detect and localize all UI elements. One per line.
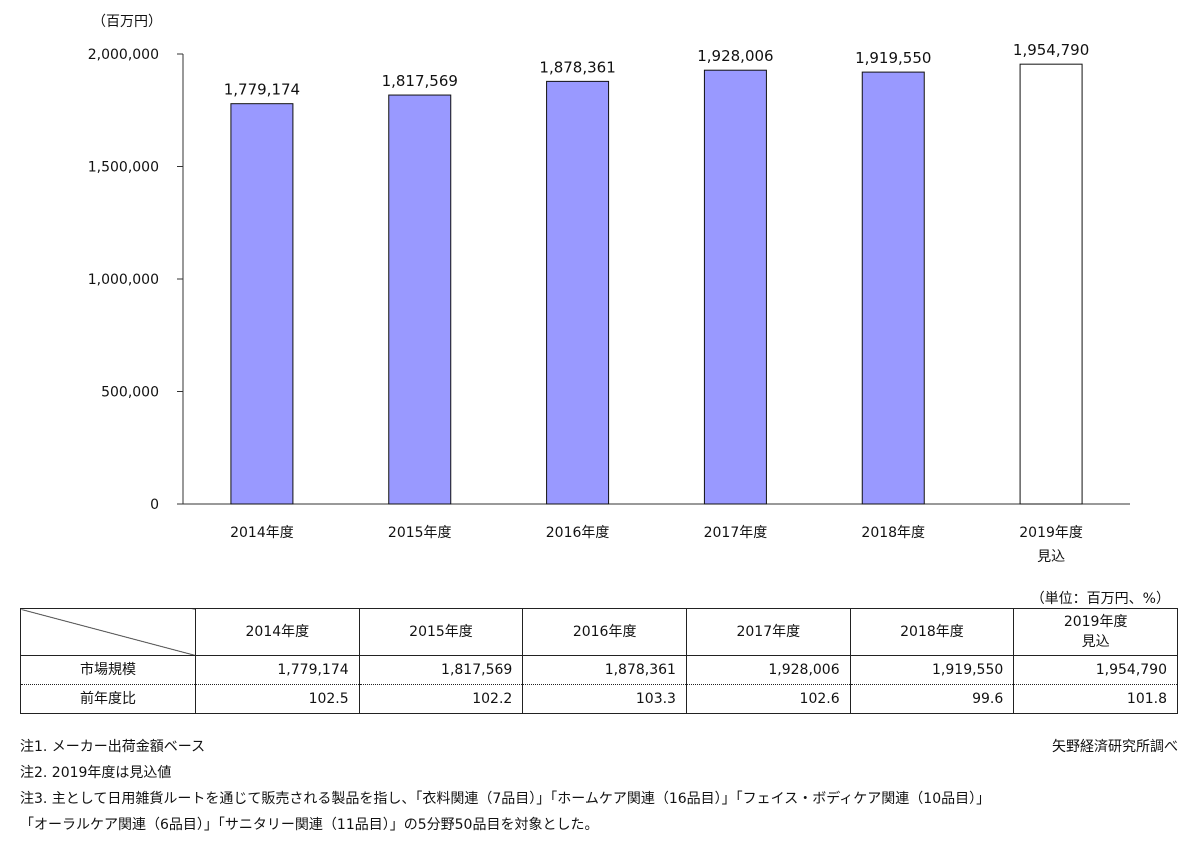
table-column-header: 2019年度 見込 <box>1013 608 1178 656</box>
table-cell: 1,928,006 <box>685 655 851 685</box>
table-row-label: 前年度比 <box>20 684 196 714</box>
y-tick-label: 1,500,000 <box>88 160 159 176</box>
chart-axes: 0 500,000 1,000,000 1,500,000 2,000,000 <box>88 47 1130 513</box>
footnote-2: 注2. 2019年度は見込値 <box>20 765 172 781</box>
table-cell: 1,779,174 <box>195 655 360 685</box>
table-column-header: 2015年度 <box>358 608 524 656</box>
table-cell: 1,954,790 <box>1013 655 1178 685</box>
table-cell: 102.2 <box>358 684 524 714</box>
x-tick-label: 2015年度 <box>388 525 452 541</box>
y-tick-label: 2,000,000 <box>88 47 159 63</box>
bar <box>1019 63 1083 505</box>
table-body: 市場規模 1,779,174 1,817,569 1,878,361 1,928,006… <box>20 655 1178 714</box>
bar <box>861 71 925 505</box>
table-column-header: 2016年度 <box>522 608 687 656</box>
bar-chart: （百万円） 0 500,000 1,000,000 1,500,000 2,000,00… <box>88 14 1130 565</box>
bar <box>703 69 767 505</box>
table-column-header: 2014年度 <box>195 608 360 656</box>
table-cell: 101.8 <box>1013 684 1178 714</box>
x-tick-label: 2014年度 <box>230 525 294 541</box>
table-row: 前年度比 102.5 102.2 103.3 102.6 99.6 101.8 <box>20 684 1178 714</box>
x-tick-label: 2017年度 <box>704 525 768 541</box>
bar-value-label: 1,878,361 <box>539 58 615 76</box>
y-tick-label: 500,000 <box>101 385 159 401</box>
footnote-3-continued: 「オーラルケア関連（6品目）」「サニタリー関連（11品目）」の5分野50品目を対… <box>20 817 599 833</box>
table-cell: 102.6 <box>685 684 851 714</box>
source-credit: 矢野経済研究所調べ <box>1052 739 1178 755</box>
table-row: 市場規模 1,779,174 1,817,569 1,878,361 1,928,006… <box>20 655 1178 685</box>
table-cell: 1,919,550 <box>849 655 1015 685</box>
table-column-header: 2017年度 <box>685 608 851 656</box>
footnote-3: 注3. 主として日用雑貨ルートを通じて販売される製品を指し、「衣料関連（7品目）… <box>20 791 991 807</box>
bar-value-label: 1,928,006 <box>697 47 773 65</box>
bar <box>388 94 452 505</box>
table-cell: 99.6 <box>849 684 1015 714</box>
x-tick-label: 2016年度 <box>546 525 610 541</box>
data-table: 2014年度 2015年度 2016年度 2017年度 2018年度 2019年度 見込 市… <box>20 608 1178 714</box>
y-tick-label: 0 <box>150 497 159 513</box>
x-tick-label: 2019年度 <box>1019 525 1083 541</box>
bar-value-labels: 1,779,174 1,817,569 1,878,361 1,928,006 1,91… <box>224 41 1090 99</box>
footnotes: 注1. メーカー出荷金額ベース 注2. 2019年度は見込値 注3. 主として日… <box>20 734 1178 838</box>
bars <box>230 63 1083 505</box>
table-cell: 1,817,569 <box>358 655 524 685</box>
bar-value-label: 1,954,790 <box>1013 41 1089 59</box>
bar <box>546 80 610 505</box>
table-header-row: 2014年度 2015年度 2016年度 2017年度 2018年度 2019年度 見込 <box>20 608 1178 656</box>
table-cell: 1,878,361 <box>522 655 687 685</box>
footnote-1: 注1. メーカー出荷金額ベース <box>20 739 206 755</box>
bar-value-label: 1,817,569 <box>382 72 458 90</box>
y-tick-label: 1,000,000 <box>88 272 159 288</box>
y-axis-unit-label: （百万円） <box>92 14 162 30</box>
table-column-header: 2018年度 <box>849 608 1015 656</box>
table-unit-note: （単位：百万円、%） <box>1030 591 1170 607</box>
bar <box>230 103 294 505</box>
table-cell: 103.3 <box>522 684 687 714</box>
bar-value-label: 1,919,550 <box>855 49 931 67</box>
table-row-label: 市場規模 <box>20 655 196 685</box>
bar-value-label: 1,779,174 <box>224 81 300 99</box>
x-tick-label: 2018年度 <box>861 525 925 541</box>
x-tick-label: 見込 <box>1037 549 1065 565</box>
table-corner-cell <box>20 608 196 656</box>
table-cell: 102.5 <box>195 684 360 714</box>
